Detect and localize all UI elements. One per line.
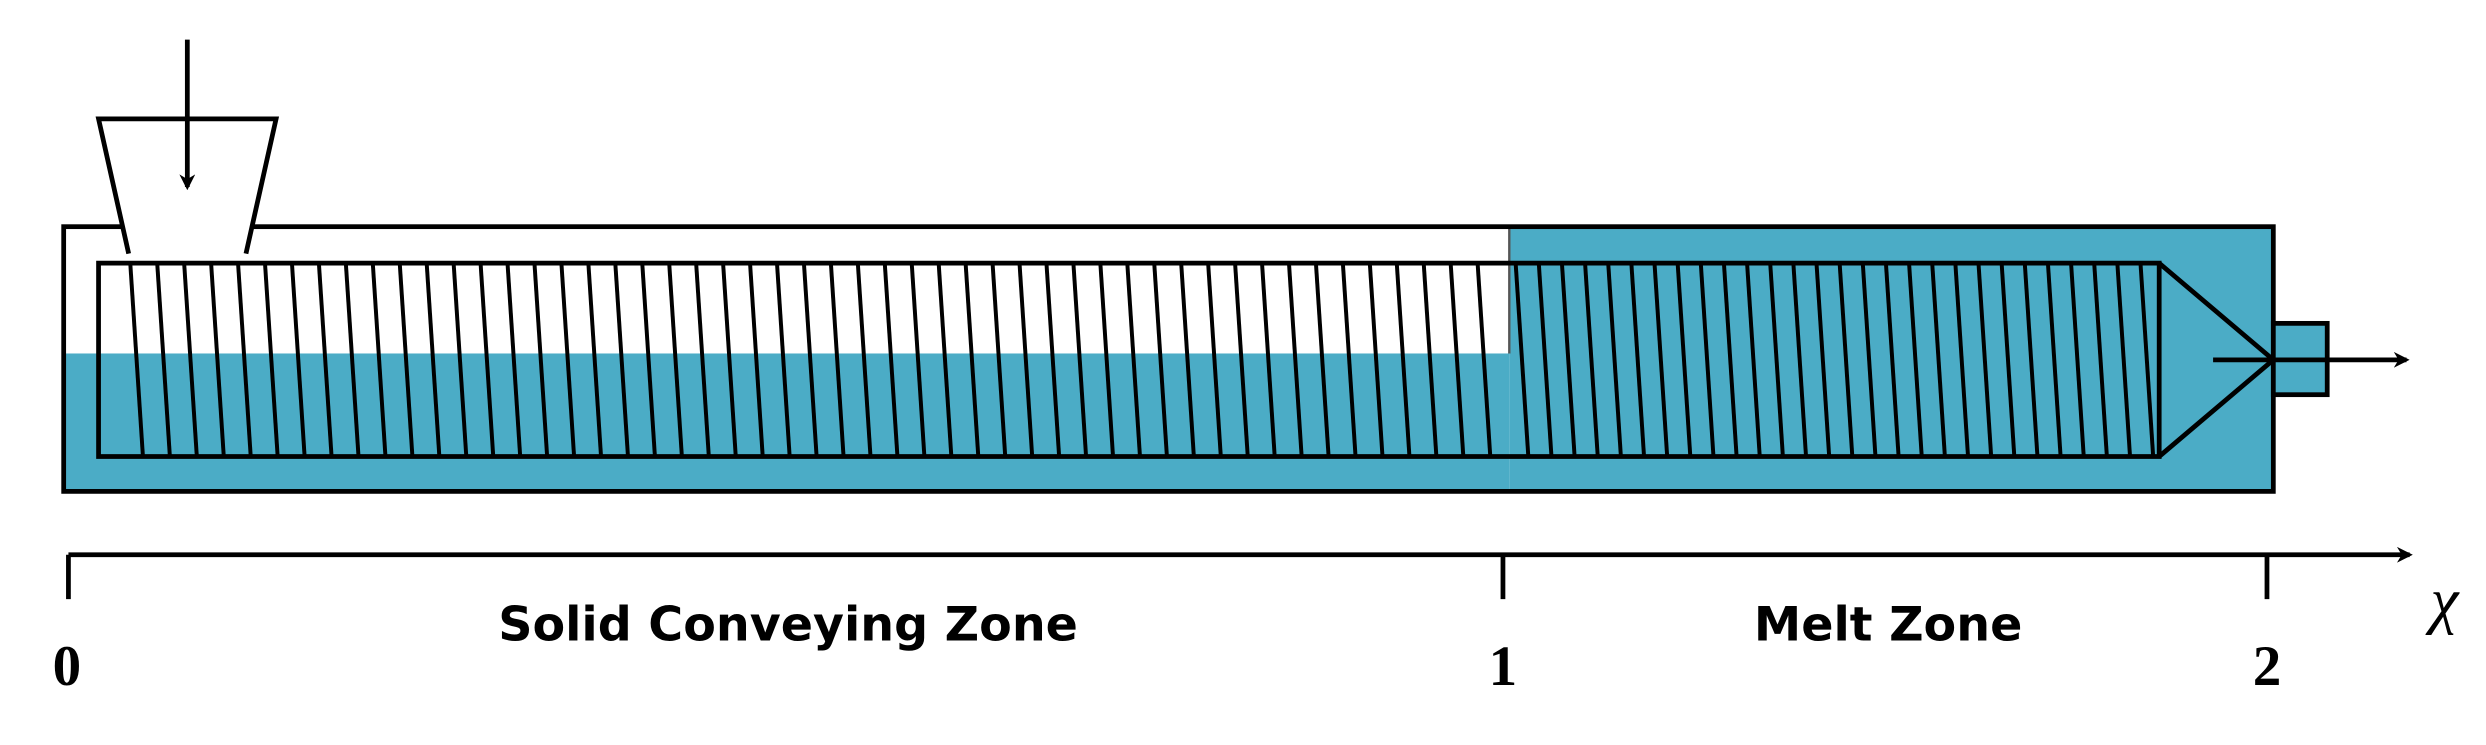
flight [236, 262, 253, 457]
flight [1930, 262, 1947, 457]
flight [155, 262, 172, 457]
flight [1421, 262, 1439, 457]
flight [1071, 262, 1089, 457]
flight [1629, 262, 1647, 457]
flight [2138, 262, 2156, 457]
flight [1448, 262, 1466, 457]
flight [289, 262, 307, 457]
flight [1583, 262, 1600, 457]
flight [640, 262, 657, 457]
flight [2115, 262, 2133, 457]
flight [882, 262, 900, 457]
flight [128, 262, 145, 457]
flight [478, 262, 496, 457]
flight [263, 262, 280, 457]
flight [721, 262, 738, 457]
flight [1340, 262, 1358, 457]
flight [1814, 262, 1832, 457]
flight [963, 262, 981, 457]
flight [990, 262, 1008, 457]
flight [1475, 262, 1493, 457]
flight [505, 262, 523, 457]
flight [1367, 262, 1385, 457]
flight [1953, 262, 1971, 457]
flight [1098, 262, 1115, 457]
flight [1559, 262, 1577, 457]
flight [559, 262, 577, 457]
flight [1179, 262, 1196, 457]
flight [532, 262, 550, 457]
screw-flights [128, 262, 2156, 457]
flight [667, 262, 684, 457]
flight [343, 262, 361, 457]
flight [1152, 262, 1169, 457]
flight [694, 262, 711, 457]
flight [1044, 262, 1062, 457]
flight [182, 262, 199, 457]
zone-label: Melt Zone [1754, 597, 2022, 652]
flight [1698, 262, 1716, 457]
flight [1791, 262, 1809, 457]
tick-label: 0 [53, 635, 82, 698]
flight [2022, 262, 2040, 457]
flight [1721, 262, 1739, 457]
flight [316, 262, 334, 457]
flight [1976, 262, 1994, 457]
flight [2069, 262, 2086, 457]
flight [828, 262, 846, 457]
tick-label: 1 [1489, 635, 1518, 698]
flight [1837, 262, 1855, 457]
flight [1017, 262, 1035, 457]
flight [801, 262, 819, 457]
flight [1768, 262, 1785, 457]
flight [1675, 262, 1693, 457]
flight [613, 262, 630, 457]
flight [748, 262, 765, 457]
flight [1999, 262, 2017, 457]
flight [397, 262, 415, 457]
flight [1883, 262, 1901, 457]
flight [1606, 262, 1623, 457]
flight [424, 262, 442, 457]
flight [586, 262, 604, 457]
tick-label: 2 [2253, 635, 2282, 698]
flight [855, 262, 873, 457]
flight [209, 262, 226, 457]
flight [1652, 262, 1670, 457]
flight [1536, 262, 1554, 457]
axis-label: χ [2425, 565, 2461, 635]
flight [936, 262, 954, 457]
flight [1513, 262, 1531, 457]
flight [2045, 262, 2063, 457]
flight [909, 262, 927, 457]
flight [1206, 262, 1223, 457]
zone-label: Solid Conveying Zone [498, 597, 1078, 652]
flight [451, 262, 469, 457]
hopper-opening [130, 223, 245, 232]
flight [1125, 262, 1142, 457]
flight [2092, 262, 2109, 457]
flight [1745, 262, 1762, 457]
flight [1313, 262, 1331, 457]
flight [1394, 262, 1412, 457]
flight [1260, 262, 1277, 457]
flight [1907, 262, 1924, 457]
flight [1860, 262, 1878, 457]
flight [775, 262, 792, 457]
screw [96, 260, 2162, 459]
flight [1286, 262, 1304, 457]
flight [370, 262, 388, 457]
flight [1233, 262, 1250, 457]
